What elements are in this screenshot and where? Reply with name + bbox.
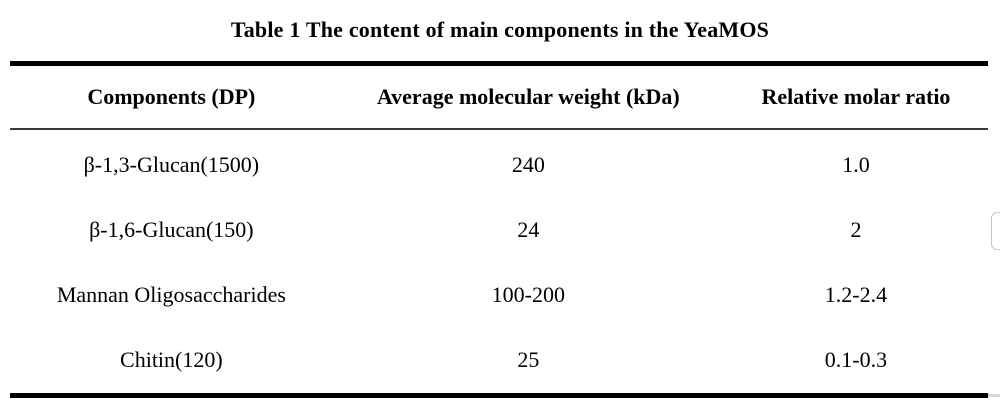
table-caption: Table 1 The content of main components i… bbox=[230, 17, 770, 42]
cell-component: Chitin(120) bbox=[120, 347, 223, 373]
cell-molar-ratio: 1.2-2.4 bbox=[824, 282, 888, 308]
cell-component: β-1,6-Glucan(150) bbox=[89, 216, 254, 242]
table-row: Mannan Oligosaccharides 100-200 1.2-2.4 bbox=[10, 263, 988, 328]
cell-molar-ratio: 1.0 bbox=[842, 151, 870, 177]
cell-component: β-1,3-Glucan(1500) bbox=[83, 151, 260, 177]
cell-molar-ratio: 2 bbox=[850, 216, 862, 242]
table-row: β-1,3-Glucan(1500) 240 1.0 bbox=[10, 132, 988, 197]
page-edge-artifact bbox=[991, 212, 1000, 250]
cell-molecular-weight: 240 bbox=[511, 151, 545, 177]
table-row: β-1,6-Glucan(150) 24 2 bbox=[10, 197, 988, 262]
table-top-rule bbox=[10, 61, 988, 66]
header-divider-rule bbox=[10, 128, 988, 130]
table-row: Chitin(120) 25 0.1-0.3 bbox=[10, 328, 988, 393]
table-body: β-1,3-Glucan(1500) 240 1.0 β-1,6-Glucan(… bbox=[10, 132, 988, 393]
cell-molar-ratio: 0.1-0.3 bbox=[824, 347, 888, 373]
table-header-row: Components (DP) Average molecular weight… bbox=[10, 66, 988, 128]
table-bottom-rule bbox=[10, 393, 988, 398]
column-header-components: Components (DP) bbox=[87, 84, 256, 109]
column-header-molar-ratio: Relative molar ratio bbox=[761, 84, 951, 109]
cell-component: Mannan Oligosaccharides bbox=[56, 282, 286, 308]
cell-molecular-weight: 100-200 bbox=[491, 282, 565, 308]
bottom-rule-artifact bbox=[988, 394, 1000, 397]
column-header-molecular-weight: Average molecular weight (kDa) bbox=[376, 84, 680, 109]
cell-molecular-weight: 25 bbox=[517, 347, 540, 373]
cell-molecular-weight: 24 bbox=[517, 216, 540, 242]
